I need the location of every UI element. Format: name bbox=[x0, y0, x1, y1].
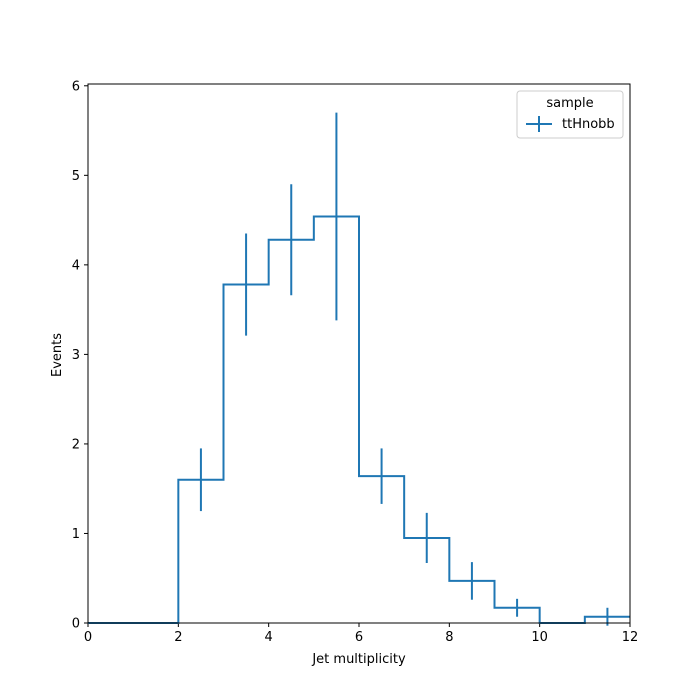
legend-title: sample bbox=[546, 96, 593, 111]
x-tick-label: 2 bbox=[174, 630, 182, 645]
y-axis-ticks: 0 1 2 3 4 5 6 bbox=[72, 79, 88, 632]
x-tick-label: 8 bbox=[445, 630, 453, 645]
x-tick-label: 0 bbox=[84, 630, 92, 645]
histogram-step-line bbox=[88, 215, 630, 624]
y-tick-label: 3 bbox=[72, 348, 80, 363]
y-axis-label: Events bbox=[50, 333, 65, 377]
legend-entry-label: ttHnobb bbox=[562, 117, 615, 132]
y-tick-label: 1 bbox=[72, 527, 80, 542]
plot-frame bbox=[87, 83, 631, 624]
x-axis-ticks: 0 2 4 6 8 10 12 bbox=[84, 623, 638, 645]
x-tick-label: 4 bbox=[265, 630, 273, 645]
y-tick-label: 5 bbox=[72, 169, 80, 184]
y-tick-label: 6 bbox=[72, 79, 80, 94]
legend: sample ttHnobb bbox=[516, 90, 624, 139]
x-tick-label: 6 bbox=[355, 630, 363, 645]
x-axis-label: Jet multiplicity bbox=[311, 652, 406, 667]
legend-box bbox=[516, 90, 624, 139]
series-layer bbox=[88, 112, 630, 626]
y-tick-label: 4 bbox=[72, 258, 80, 273]
legend-marker-ttHnobb bbox=[526, 116, 552, 132]
x-tick-label: 12 bbox=[622, 630, 639, 645]
x-tick-label: 10 bbox=[531, 630, 548, 645]
y-tick-label: 2 bbox=[72, 437, 80, 452]
y-tick-label: 0 bbox=[72, 617, 80, 632]
